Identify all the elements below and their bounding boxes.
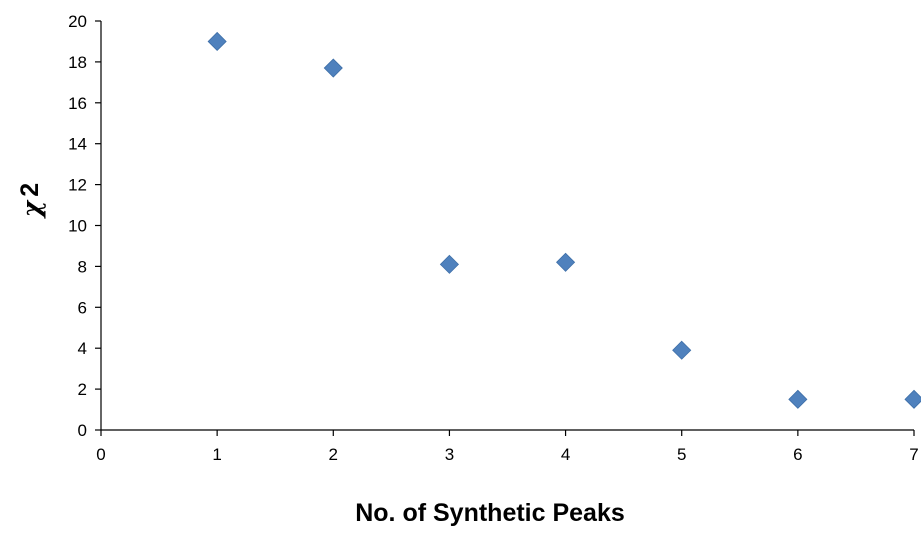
x-tick-label: 6 bbox=[793, 445, 802, 464]
x-axis-ticks: 0 1 2 3 4 5 6 7 bbox=[96, 430, 919, 464]
y-tick-label: 4 bbox=[78, 339, 87, 358]
data-point-marker bbox=[207, 31, 227, 52]
x-tick-label: 7 bbox=[909, 445, 918, 464]
y-tick-label: 2 bbox=[78, 380, 87, 399]
data-point-marker bbox=[323, 58, 343, 78]
y-axis-ticks: 0 2 4 6 8 10 12 14 16 18 20 bbox=[68, 12, 101, 440]
x-tick-label: 2 bbox=[329, 445, 338, 464]
y-tick-label: 0 bbox=[78, 421, 87, 440]
x-axis-title: No. of Synthetic Peaks bbox=[355, 499, 625, 527]
x-tick-label: 4 bbox=[561, 445, 570, 464]
y-tick-label: 14 bbox=[68, 135, 87, 154]
data-point-marker bbox=[904, 389, 921, 409]
y-tick-label: 16 bbox=[68, 94, 87, 113]
data-point-marker bbox=[672, 340, 692, 360]
data-point-marker bbox=[556, 252, 576, 272]
y-tick-label: 18 bbox=[68, 53, 87, 72]
x-tick-label: 3 bbox=[445, 445, 454, 464]
y-tick-label: 6 bbox=[78, 298, 87, 317]
data-point-marker bbox=[788, 389, 808, 409]
x-tick-label: 1 bbox=[212, 445, 221, 464]
y-tick-label: 8 bbox=[78, 257, 87, 276]
y-tick-label: 10 bbox=[68, 217, 87, 236]
data-points bbox=[207, 31, 921, 409]
data-point-marker bbox=[439, 254, 459, 274]
x-tick-label: 0 bbox=[96, 445, 105, 464]
x-tick-label: 5 bbox=[677, 445, 686, 464]
y-tick-label: 12 bbox=[68, 176, 87, 195]
y-axis-title: χ2 bbox=[16, 183, 46, 219]
y-tick-label: 20 bbox=[68, 12, 87, 31]
